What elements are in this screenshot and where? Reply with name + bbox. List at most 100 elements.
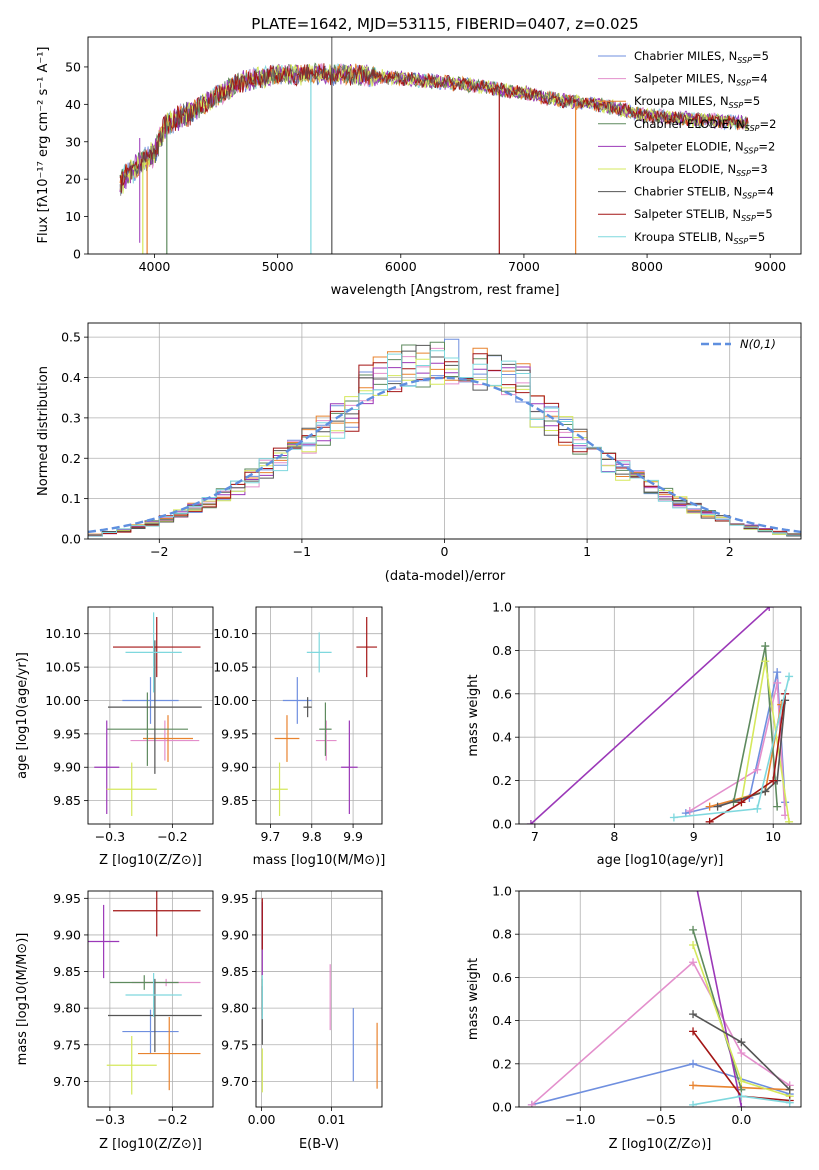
spectrum-line [119, 63, 749, 196]
mass-weight-age-frame [518, 606, 802, 825]
y-tick-label: 9.95 [221, 891, 249, 906]
legend-label: Kroupa STELIB, NSSP=5 [634, 230, 765, 246]
y-tick-label: 0.8 [492, 927, 512, 942]
x-tick-label: −1.0 [565, 1112, 595, 1127]
legend-count: =4 [757, 185, 774, 199]
mass-weight-marker [689, 1081, 698, 1090]
y-tick-label: 9.95 [221, 726, 249, 741]
legend-count: =5 [748, 230, 765, 244]
mass-vs-z-frame [87, 890, 214, 1108]
x-tick-label: 9.7 [261, 829, 281, 844]
x-tick-label: −0.3 [95, 1112, 125, 1127]
mass-weight-marker [713, 802, 722, 811]
mass-weight-line [696, 891, 743, 1107]
x-axis-label: mass [log10(M/M⊙)] [253, 853, 386, 868]
mass-weight-line [689, 682, 786, 816]
y-axis-label: Flux [fλ10⁻¹⁷ erg cm⁻² s⁻¹ A⁻¹] [36, 47, 51, 244]
mass-weight-marker [769, 776, 778, 785]
y-tick-label: 0.0 [61, 532, 81, 547]
y-tick-label: 10 [65, 209, 81, 224]
y-tick-label: 40 [65, 97, 81, 112]
x-tick-label: 5000 [262, 259, 294, 274]
legend-subscript: SSP [745, 124, 760, 133]
y-tick-label: 9.85 [53, 964, 81, 979]
x-axis-label: Z [log10(Z/Z⊙)] [609, 1137, 712, 1152]
mass-weight-marker [737, 1103, 746, 1107]
legend-model: Chabrier MILES, N [634, 49, 737, 63]
mass-weight-marker [785, 672, 794, 681]
x-tick-label: 8 [610, 829, 618, 844]
y-axis-label: Normed distribution [36, 366, 51, 496]
mass-vs-ebv-plot-area [261, 898, 378, 1093]
mass-weight-marker [527, 1100, 536, 1107]
x-tick-label: 1 [583, 544, 591, 559]
mass-vs-z-axes [84, 891, 213, 1111]
mass-weight-marker [689, 958, 698, 967]
mass-weight-marker [689, 941, 698, 949]
mass-weight-line [692, 929, 743, 1090]
y-tick-label: 10.05 [213, 660, 249, 675]
legend-subscript: SSP [742, 192, 757, 201]
x-tick-label: 9000 [754, 259, 786, 274]
legend-count: =5 [743, 94, 760, 108]
y-tick-label: 0.2 [61, 451, 81, 466]
y-tick-label: 0.8 [492, 643, 512, 658]
legend-count: =4 [751, 72, 768, 86]
x-tick-label: −0.5 [646, 1112, 676, 1127]
legend-count: =2 [758, 139, 775, 153]
mass-vs-ebv-frame [255, 890, 383, 1108]
y-tick-label: 0 [73, 247, 81, 262]
y-tick-label: 9.90 [221, 760, 249, 775]
legend-model: Kroupa MILES, N [634, 94, 729, 108]
legend-label: Chabrier MILES, NSSP=5 [634, 49, 769, 65]
mass-weight-age-axes [515, 606, 801, 828]
y-tick-label: 9.70 [53, 1074, 81, 1089]
mass-weight-marker [773, 678, 782, 687]
x-tick-label: 10 [765, 829, 781, 844]
y-tick-label: 10.10 [45, 626, 81, 641]
x-axis-label: age [log10(age/yr)] [597, 853, 724, 868]
mass-weight-marker [689, 1010, 698, 1019]
legend-subscript: SSP [741, 214, 756, 223]
mass-weight-marker [689, 1027, 698, 1036]
y-tick-label: 10.05 [45, 660, 81, 675]
mass-weight-marker [753, 804, 762, 813]
legend-model: Chabrier ELODIE, N [634, 117, 745, 131]
x-tick-label: 8000 [631, 259, 663, 274]
x-tick-label: 7000 [508, 259, 540, 274]
spectrum-frame [87, 36, 802, 255]
age-vs-mass-frame [255, 606, 383, 825]
mass-vs-z-plot-area [88, 891, 202, 1095]
x-tick-label: 0.0 [731, 1112, 751, 1127]
y-tick-label: 0.5 [61, 330, 81, 345]
legend-subscript: SSP [737, 56, 752, 65]
y-tick-label: 9.80 [221, 1001, 249, 1016]
x-tick-label: 9.9 [343, 829, 363, 844]
legend-label: Chabrier ELODIE, NSSP=2 [634, 117, 776, 133]
y-tick-label: 10.00 [213, 693, 249, 708]
y-tick-label: 1.0 [492, 884, 512, 899]
x-tick-label: −0.2 [157, 829, 187, 844]
mass-vs-ebv-axes [252, 891, 382, 1111]
mass-weight-z-frame [518, 890, 802, 1108]
y-axis-label: mass weight [466, 958, 481, 1040]
x-tick-label: 7 [531, 829, 539, 844]
mass-weight-marker [737, 1092, 746, 1101]
x-tick-label: −2 [150, 544, 168, 559]
mass-weight-marker [737, 1049, 746, 1057]
legend-subscript: SSP [734, 237, 749, 246]
y-tick-label: 0.3 [61, 410, 81, 425]
y-tick-label: 50 [65, 59, 81, 74]
y-tick-label: 20 [65, 172, 81, 187]
y-tick-label: 9.90 [53, 760, 81, 775]
chart-title: PLATE=1642, MJD=53115, FIBERID=0407, z=0… [251, 15, 638, 33]
x-axis-label: Z [log10(Z/Z⊙)] [99, 853, 202, 868]
x-axis-label: Z [log10(Z/Z⊙)] [99, 1137, 202, 1152]
mass-weight-marker [785, 1098, 794, 1107]
mass-weight-marker [689, 1059, 698, 1068]
legend-count: =5 [752, 49, 769, 63]
mass-weight-marker [705, 802, 714, 811]
legend-label: Chabrier STELIB, NSSP=4 [634, 185, 774, 201]
x-axis-label: wavelength [Angstrom, rest frame] [331, 283, 560, 298]
mass-weight-marker [785, 1085, 794, 1094]
